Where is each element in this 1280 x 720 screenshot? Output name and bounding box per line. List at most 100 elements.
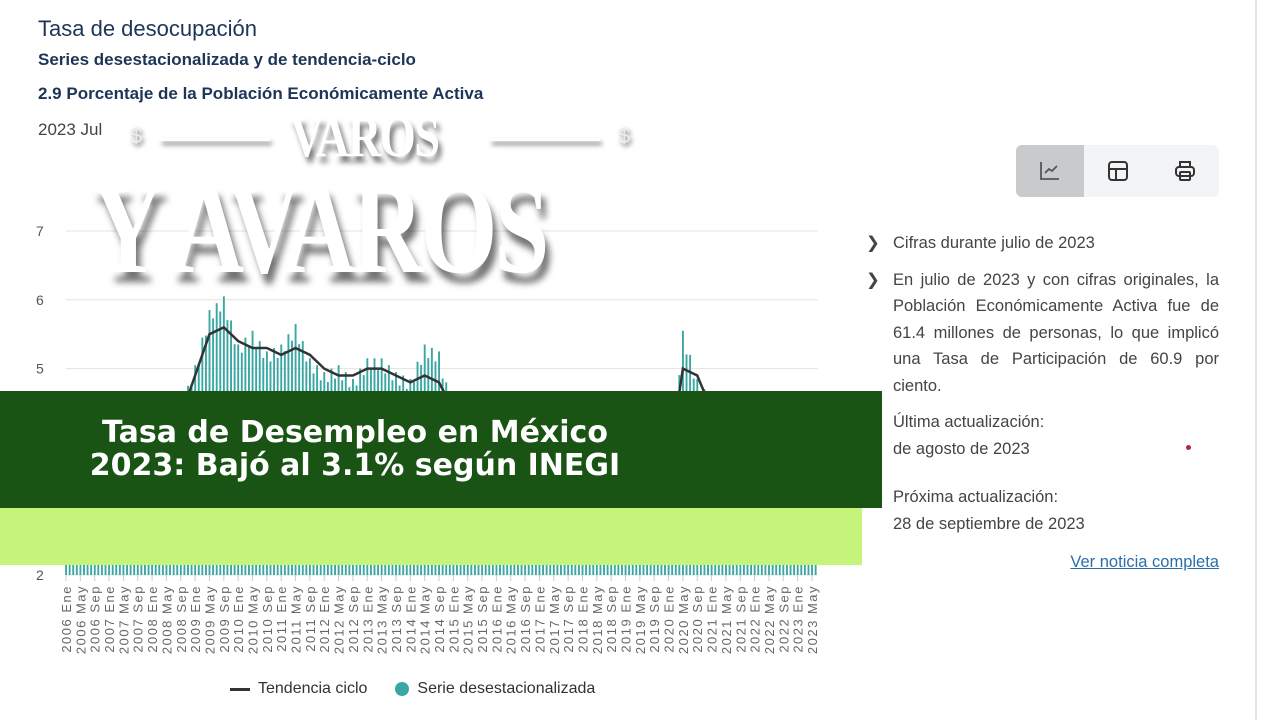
x-tick-label: 2011 Sep [303,585,318,652]
x-tick-label: 2018 Ene [575,585,590,653]
logo-y-avaros: Y AVAROS [92,157,549,301]
info-bullet[interactable]: ❯ En julio de 2023 y con cifras originale… [866,267,1219,400]
x-tick-label: 2007 Sep [131,585,146,653]
headline-banner [0,391,882,508]
y-tick-label: 6 [36,292,44,308]
x-tick-label: 2023 May [805,585,820,654]
x-tick-label: 2020 Sep [690,585,705,653]
x-tick-label: 2022 Ene [748,585,763,653]
last-update-label: Última actualización: [893,413,1045,431]
x-tick-label: 2019 May [633,585,648,654]
logo-right-dollar: $ [618,124,630,148]
x-tick-label: 2008 May [159,585,174,654]
info-panel: ❯ Cifras durante julio de 2023 ❯ En julio … [866,230,1219,576]
x-tick-label: 2019 Ene [619,585,634,653]
x-tick-label: 2007 May [116,585,131,654]
x-tick-label: 2008 Ene [145,585,160,653]
chevron-right-icon: ❯ [866,270,880,289]
line-chart-icon [1039,162,1059,180]
x-tick-label: 2022 Sep [776,585,791,653]
trend-legend-swatch [230,687,250,691]
view-toolbar [1016,145,1219,197]
x-tick-label: 2018 May [590,585,605,654]
x-tick-label: 2016 Ene [489,585,504,653]
headline-line-1: Tasa de Desempleo en México [102,415,608,450]
x-tick-label: 2017 Ene [532,585,547,653]
x-tick-label: 2006 Sep [88,585,103,653]
chart-unit: 2.9 Porcentaje de la Población Económica… [38,84,484,103]
x-tick-label: 2009 Sep [217,585,232,653]
x-tick-label: 2015 Ene [446,585,461,653]
logo-varos: VAROS [290,104,440,169]
x-tick-label: 2019 Sep [647,585,662,653]
x-tick-label: 2020 May [676,585,691,654]
x-tick-label: 2008 Sep [174,585,189,653]
page-title: Tasa de desocupación [38,16,257,41]
x-tick-label: 2017 May [547,585,562,654]
x-tick-label: 2013 Sep [389,585,404,653]
chart-legend: Tendencia ciclo Serie desestacionalizada [230,680,595,698]
chevron-right-icon: ❯ [866,234,880,252]
logo-line-left [160,138,270,141]
x-tick-label: 2014 May [418,585,433,654]
x-tick-label: 2010 Sep [260,585,275,653]
dollar-sign: $ [618,123,631,148]
full-news-link[interactable]: Ver noticia completa [1070,553,1219,571]
x-tick-label: 2018 Sep [604,585,619,653]
x-tick-label: 2021 May [719,585,734,654]
y-tick-label: 5 [36,361,44,377]
x-tick-label: 2022 May [762,585,777,654]
logo-line-right [490,138,600,141]
bullet-text: En julio de 2023 y con cifras originales… [893,270,1219,395]
last-update-value: de agosto de 2023 [893,439,1030,458]
x-tick-label: 2007 Ene [102,585,117,653]
next-update-value: 28 de septiembre de 2023 [893,514,1085,533]
chart-subtitle: Series desestacionalizada y de tendencia… [38,50,416,69]
x-tick-label: 2011 May [289,585,304,653]
x-tick-label: 2021 Sep [733,585,748,653]
table-icon [1107,161,1128,181]
x-tick-label: 2013 Ene [360,585,375,653]
x-tick-label: 2012 Ene [317,585,332,653]
x-tick-label: 2016 Sep [518,585,533,653]
x-tick-label: 2010 Ene [231,585,246,653]
x-tick-label: 2020 Ene [662,585,677,653]
printer-icon [1175,161,1196,181]
bullet-text: Cifras durante julio de 2023 [893,234,1095,252]
info-bullet[interactable]: ❯ Cifras durante julio de 2023 [866,230,1219,257]
dollar-sign: $ [130,123,143,148]
y-tick-label: 2 [36,567,44,583]
table-view-button[interactable] [1084,145,1152,197]
next-update-label: Próxima actualización: [893,488,1059,506]
chart-view-button[interactable] [1016,145,1084,197]
x-tick-label: 2015 Sep [475,585,490,653]
panel-divider [1255,0,1257,720]
trend-legend-label: Tendencia ciclo [258,680,368,697]
x-tick-label: 2013 May [375,585,390,654]
x-tick-label: 2011 Ene [274,585,289,652]
chart-period: 2023 Jul [38,120,103,139]
x-tick-label: 2012 Sep [346,585,361,653]
accent-band [0,508,862,565]
print-button[interactable] [1151,145,1219,197]
x-tick-label: 2012 May [332,585,347,654]
x-tick-label: 2009 May [202,585,217,654]
x-tick-label: 2016 May [504,585,519,654]
sa-legend-label: Serie desestacionalizada [417,680,596,697]
sa-legend-swatch [395,682,410,696]
trend-line [65,325,813,515]
y-tick-label: 7 [36,223,44,239]
x-tick-label: 2017 Sep [561,585,576,653]
x-tick-label: 2015 May [461,585,476,654]
logo-left-dollar: $ [130,124,142,148]
headline: Tasa de Desempleo en México 2023: Bajó a… [0,416,710,482]
headline-line-2: 2023: Bajó al 3.1% según INEGI [89,448,621,483]
x-tick-label: 2014 Sep [432,585,447,653]
x-tick-label: 2014 Ene [403,585,418,653]
x-tick-label: 2006 May [73,585,88,654]
x-tick-label: 2010 May [246,585,261,654]
red-dot [1186,445,1191,450]
x-tick-label: 2023 Ene [791,585,806,653]
x-tick-label: 2009 Ene [188,585,203,653]
x-tick-label: 2006 Ene [59,585,74,653]
